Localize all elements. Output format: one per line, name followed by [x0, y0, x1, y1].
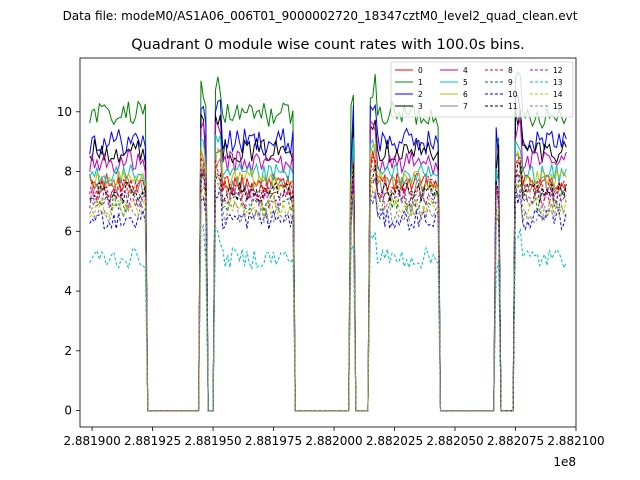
y-tick-label: 6: [64, 224, 72, 238]
legend-label-11: 11: [508, 102, 518, 111]
series-line-14: [89, 173, 567, 412]
y-axis: 0 2 4 6 8 10: [57, 105, 80, 418]
x-offset-label: 1e8: [553, 455, 576, 469]
x-tick-label: 2.882050: [426, 434, 483, 448]
plot-area: [79, 57, 577, 428]
legend-label-8: 8: [508, 66, 513, 75]
legend-label-14: 14: [553, 90, 563, 99]
legend-label-10: 10: [508, 90, 518, 99]
figure-suptitle: Data file: modeM0/AS1A06_006T01_90000027…: [63, 9, 578, 23]
x-axis: 2.881900 2.881925 2.881950 2.881975 2.882000…: [63, 427, 605, 448]
series-line-15: [89, 181, 567, 412]
x-tick-label: 2.882025: [366, 434, 423, 448]
legend-label-15: 15: [553, 102, 563, 111]
x-tick-label: 2.881950: [184, 434, 241, 448]
legend-label-1: 1: [418, 78, 423, 87]
legend-label-13: 13: [553, 78, 563, 87]
series-layer: [89, 71, 567, 412]
legend-label-6: 6: [463, 90, 468, 99]
x-tick-label: 2.882075: [487, 434, 544, 448]
chart-title: Quadrant 0 module wise count rates with …: [131, 37, 525, 53]
legend-label-0: 0: [418, 66, 423, 75]
legend-label-7: 7: [463, 102, 468, 111]
legend-label-5: 5: [463, 78, 468, 87]
legend-label-12: 12: [553, 66, 563, 75]
legend-label-3: 3: [418, 102, 423, 111]
x-tick-label: 2.881975: [245, 434, 302, 448]
legend-label-4: 4: [463, 66, 468, 75]
y-tick-label: 8: [64, 165, 72, 179]
x-tick-label: 2.881925: [124, 434, 181, 448]
x-tick-label: 2.882000: [305, 434, 362, 448]
y-tick-label: 4: [64, 284, 72, 298]
y-tick-label: 0: [64, 404, 72, 418]
x-tick-label: 2.881900: [63, 434, 120, 448]
legend-label-2: 2: [418, 90, 423, 99]
legend-label-9: 9: [508, 78, 513, 87]
y-tick-label: 10: [57, 105, 72, 119]
y-tick-label: 2: [64, 344, 72, 358]
legend-box: [390, 61, 574, 118]
x-tick-label: 2.882100: [547, 434, 604, 448]
